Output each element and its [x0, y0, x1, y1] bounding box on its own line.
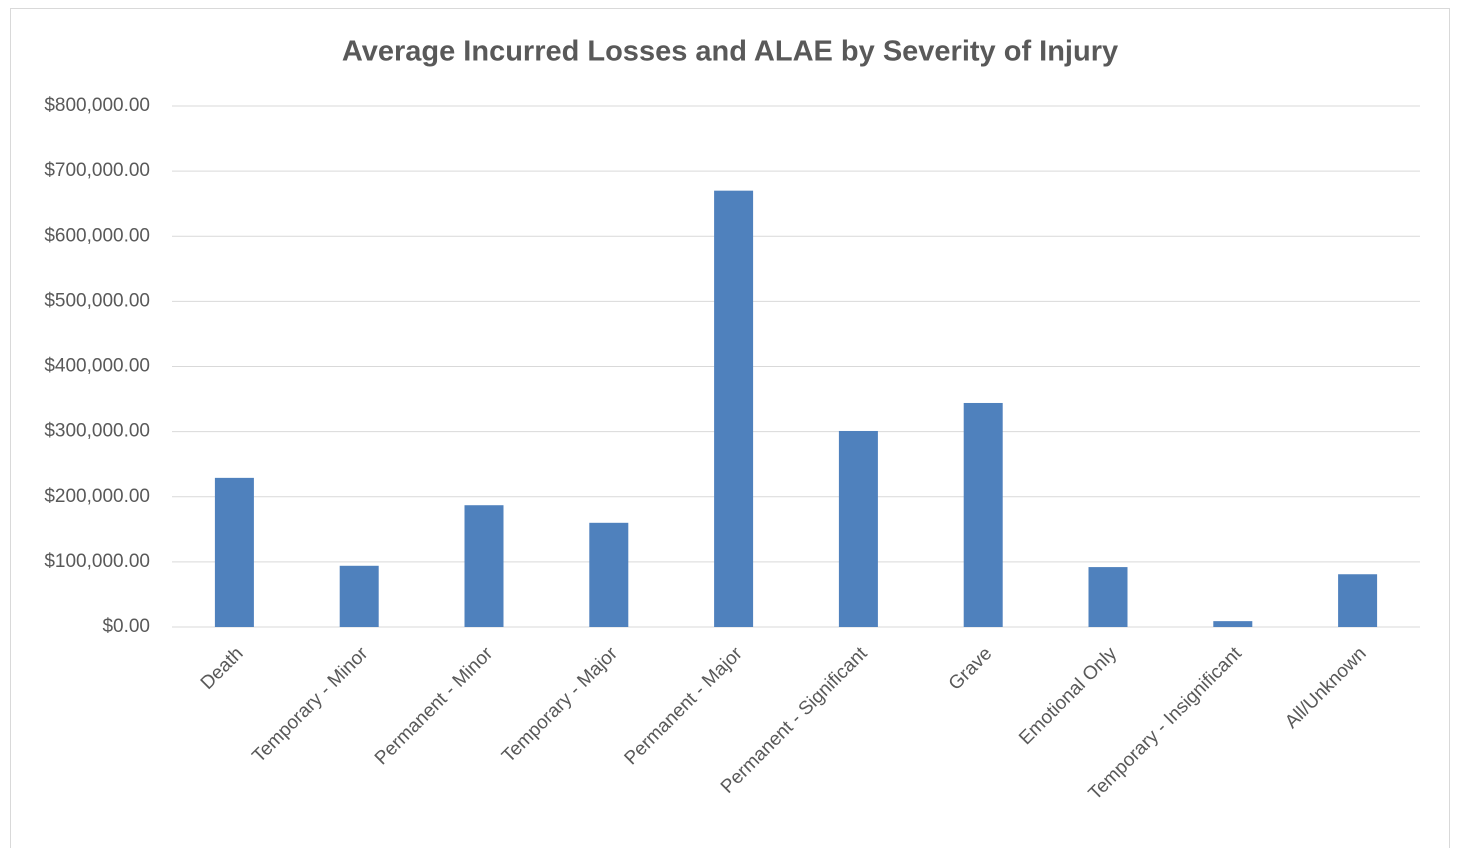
bar [339, 565, 379, 627]
bar [464, 505, 504, 627]
chart-title: Average Incurred Losses and ALAE by Seve… [342, 36, 1118, 68]
y-tick-label: $800,000.00 [44, 95, 150, 116]
bar [1213, 621, 1253, 627]
y-tick-label: $600,000.00 [44, 225, 150, 246]
bar [589, 522, 629, 627]
y-tick-label: $400,000.00 [44, 356, 150, 377]
y-tick-label: $100,000.00 [44, 551, 150, 572]
y-tick-label: $500,000.00 [44, 290, 150, 311]
bar [838, 430, 878, 627]
y-tick-label: $200,000.00 [44, 486, 150, 507]
bar [214, 477, 254, 627]
bar [1088, 567, 1128, 627]
bar [963, 402, 1003, 627]
y-tick-label: $0.00 [102, 616, 150, 637]
y-tick-label: $700,000.00 [44, 160, 150, 181]
bar [1338, 574, 1378, 627]
y-tick-label: $300,000.00 [44, 421, 150, 442]
bar [714, 190, 754, 627]
